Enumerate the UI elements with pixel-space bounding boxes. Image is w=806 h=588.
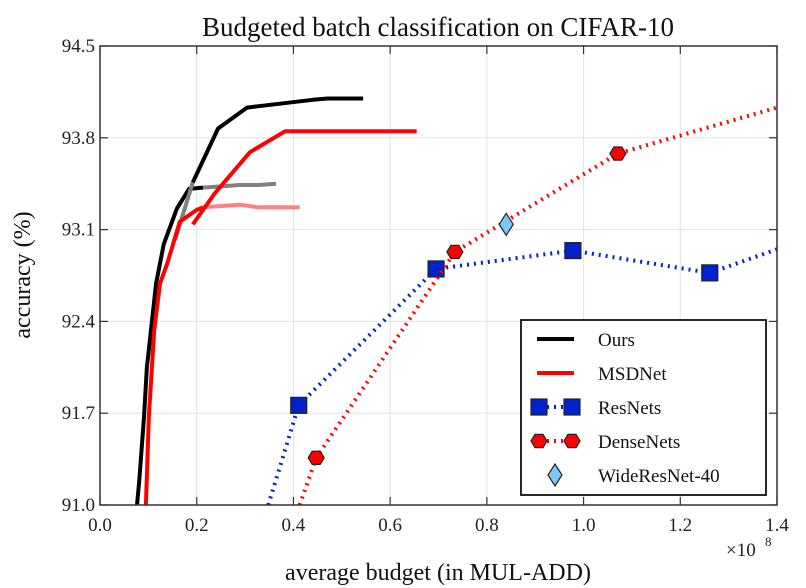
x-tick-label: 1.0 [572,515,596,536]
x-tick-label: 1.4 [765,515,789,536]
line-msdnet [143,205,204,505]
series-densenets [297,105,777,505]
axes-frame [99,45,778,506]
legend: Ours MSDNet ResNets DenseNets WideResNet-40 [520,319,767,496]
legend-marker [563,433,581,449]
line-msdnet [202,202,300,210]
y-tick-label: 94.5 [62,36,95,57]
series-msdnet [143,129,417,505]
y-tick-label: 93.8 [62,128,95,149]
marker-resnets [290,396,308,414]
marker-resnets [564,241,582,260]
x-axis-ticks: 0.0 0.2 0.4 0.6 0.8 1.0 1.2 1.4 [88,46,789,536]
x-tick-label: 0.2 [185,515,209,536]
legend-item-resnets: ResNets [530,398,661,419]
x-tick-label: 0.6 [378,515,402,536]
marker-resnets [701,264,719,282]
marker-densenets [307,450,325,465]
legend-item-msdnet: MSDNet [537,364,667,385]
legend-marker [530,398,548,416]
legend-label: ResNets [598,398,661,419]
series-wideresnet-40 [498,212,514,237]
x-axis-label: average budget (in MUL-ADD) [285,560,591,586]
y-tick-label: 91.7 [62,403,95,424]
line-msdnet [191,129,417,226]
plot-area [135,96,777,505]
legend-marker [547,462,563,488]
marker-wideresnet-40 [498,212,514,237]
legend-label: Ours [598,330,635,351]
x-multiplier-exp: 8 [765,534,772,549]
legend-label: MSDNet [598,364,667,385]
grid [100,46,777,505]
y-axis-label: accuracy (%) [10,211,36,338]
legend-label: DenseNets [598,432,680,453]
x-tick-label: 0.0 [88,515,112,536]
line-ours [135,185,204,505]
x-multiplier: ×10 8 [726,534,772,561]
line-ours [190,96,364,184]
axes [99,45,778,506]
legend-label: WideResNet-40 [598,466,720,487]
x-tick-label: 0.8 [475,515,499,536]
line-ours [202,181,277,190]
legend-marker [530,433,548,449]
legend-item-ours: Ours [537,330,635,351]
marker-densenets [446,244,464,260]
y-axis-ticks: 91.0 91.7 92.4 93.1 93.8 94.5 [62,36,777,516]
x-multiplier-base: ×10 [726,540,756,561]
x-tick-label: 0.4 [282,515,306,536]
y-tick-label: 92.4 [62,311,96,332]
legend-item-densenets: DenseNets [530,432,680,453]
legend-marker [563,398,581,416]
marker-resnets [427,260,445,278]
chart-title: Budgeted batch classification on CIFAR-1… [202,12,674,42]
y-tick-label: 91.0 [62,495,95,516]
legend-item-wideresnet-40: WideResNet-40 [547,462,720,488]
y-tick-label: 93.1 [62,220,95,241]
x-tick-label: 1.2 [668,515,692,536]
marker-densenets [609,146,627,161]
series-ours [135,96,364,505]
